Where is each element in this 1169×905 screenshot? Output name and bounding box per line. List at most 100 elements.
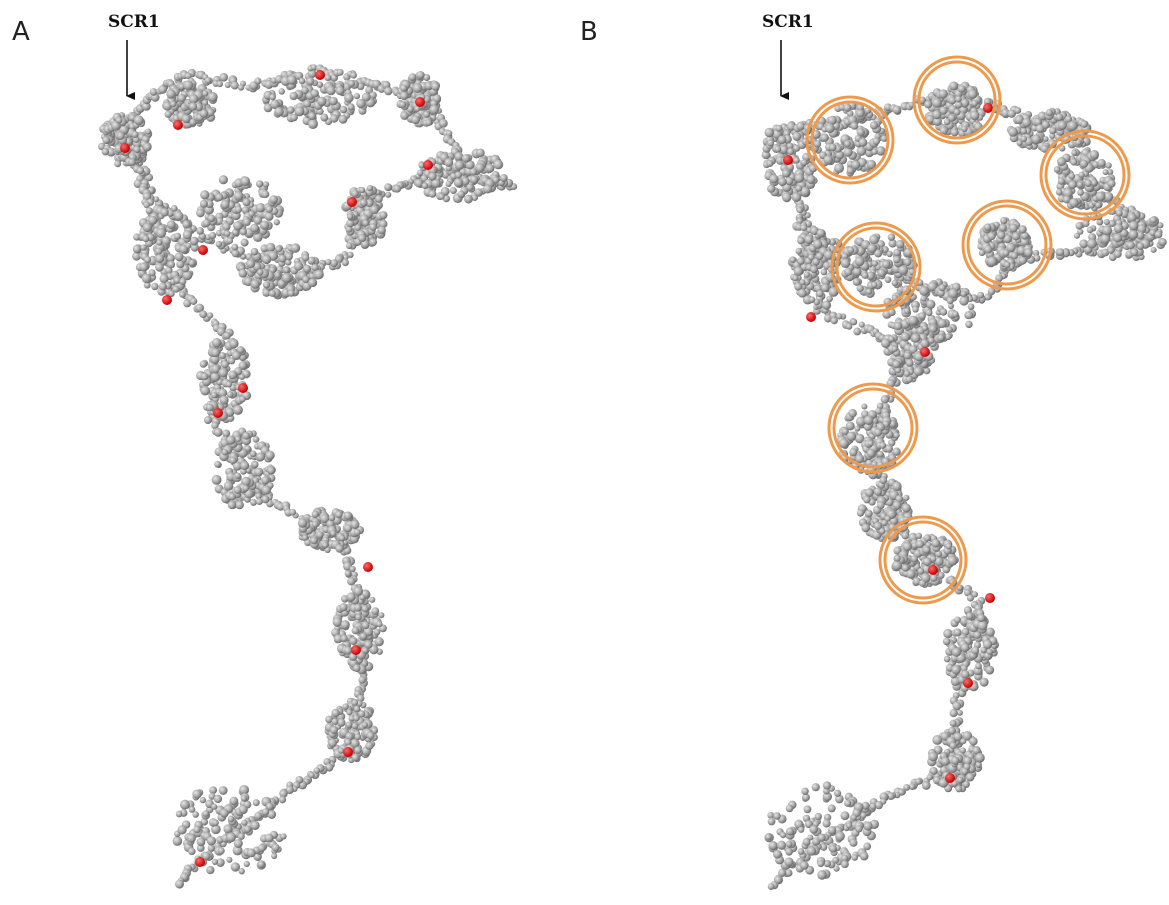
atom <box>975 663 982 670</box>
figure: A SCR1 B SCR1 <box>0 0 1169 905</box>
atom <box>254 468 263 477</box>
atom <box>143 223 152 232</box>
atom <box>1054 166 1061 173</box>
panel-label: A <box>12 17 30 47</box>
atom <box>916 540 924 548</box>
atom <box>1090 150 1099 159</box>
atom <box>378 612 384 618</box>
atom <box>325 716 333 724</box>
atom <box>183 80 193 90</box>
atom <box>1095 202 1101 208</box>
atom <box>182 114 191 123</box>
atom <box>289 92 297 100</box>
atom <box>825 124 834 133</box>
atom <box>844 140 851 147</box>
atom <box>965 321 972 328</box>
atom <box>211 392 217 398</box>
atom <box>240 176 250 186</box>
atom <box>798 289 807 298</box>
atom <box>961 670 969 678</box>
atom <box>986 627 995 636</box>
atom <box>792 132 801 141</box>
atom <box>354 706 361 713</box>
atom <box>968 89 978 99</box>
atom <box>295 106 305 116</box>
atom <box>804 235 813 244</box>
atom <box>1075 222 1083 230</box>
atom <box>1042 121 1050 129</box>
atom <box>880 476 887 483</box>
atom <box>140 244 146 250</box>
atom <box>320 114 328 122</box>
atom <box>344 93 354 103</box>
atom <box>816 290 823 297</box>
atom <box>328 739 337 748</box>
atom <box>799 279 805 285</box>
atom <box>142 235 149 242</box>
atom <box>250 224 259 233</box>
atom <box>790 257 796 263</box>
atom <box>400 91 409 100</box>
atom <box>796 185 803 192</box>
atom <box>955 96 962 103</box>
atom <box>312 521 319 528</box>
atom <box>375 637 384 646</box>
atom <box>329 514 336 521</box>
atom <box>493 159 503 169</box>
atom <box>927 774 933 780</box>
atom <box>234 839 243 848</box>
atom <box>943 629 952 638</box>
atom <box>797 207 803 213</box>
atom <box>1137 242 1145 250</box>
atom <box>278 88 284 94</box>
atom <box>903 542 912 551</box>
atom <box>260 220 269 229</box>
atom <box>795 248 802 255</box>
atom <box>311 89 319 97</box>
atom <box>767 139 774 146</box>
atom <box>870 803 876 809</box>
atom <box>959 296 968 305</box>
atom <box>947 297 954 304</box>
atom <box>429 105 439 115</box>
atom <box>235 501 244 510</box>
atom <box>409 73 417 81</box>
atom <box>229 339 238 348</box>
atom <box>960 747 966 753</box>
atom <box>866 288 872 294</box>
atom <box>376 621 382 627</box>
atom <box>874 429 882 437</box>
atom <box>932 98 942 108</box>
atom <box>275 272 281 278</box>
atom <box>355 734 362 741</box>
atom <box>200 190 209 199</box>
atom <box>196 209 205 218</box>
atom <box>945 543 951 549</box>
atom <box>139 263 148 272</box>
atom <box>847 167 854 174</box>
atom <box>948 289 958 299</box>
atom <box>861 523 870 532</box>
atom <box>914 367 923 376</box>
molecule <box>98 64 517 888</box>
atom <box>314 270 324 280</box>
atom <box>1114 224 1123 233</box>
residue <box>238 383 248 393</box>
atom <box>155 254 164 263</box>
atom <box>132 131 139 138</box>
atom <box>242 432 250 440</box>
atom <box>906 359 914 367</box>
atom <box>207 312 213 318</box>
atom <box>1071 150 1077 156</box>
atom <box>142 274 152 284</box>
atom <box>1098 159 1106 167</box>
atom <box>1083 220 1090 227</box>
atom <box>317 97 326 106</box>
atom <box>450 187 457 194</box>
atom <box>400 85 407 92</box>
atom <box>965 311 973 319</box>
atom <box>362 621 370 629</box>
atom <box>322 542 328 548</box>
atom <box>192 789 201 798</box>
atom <box>185 243 191 249</box>
